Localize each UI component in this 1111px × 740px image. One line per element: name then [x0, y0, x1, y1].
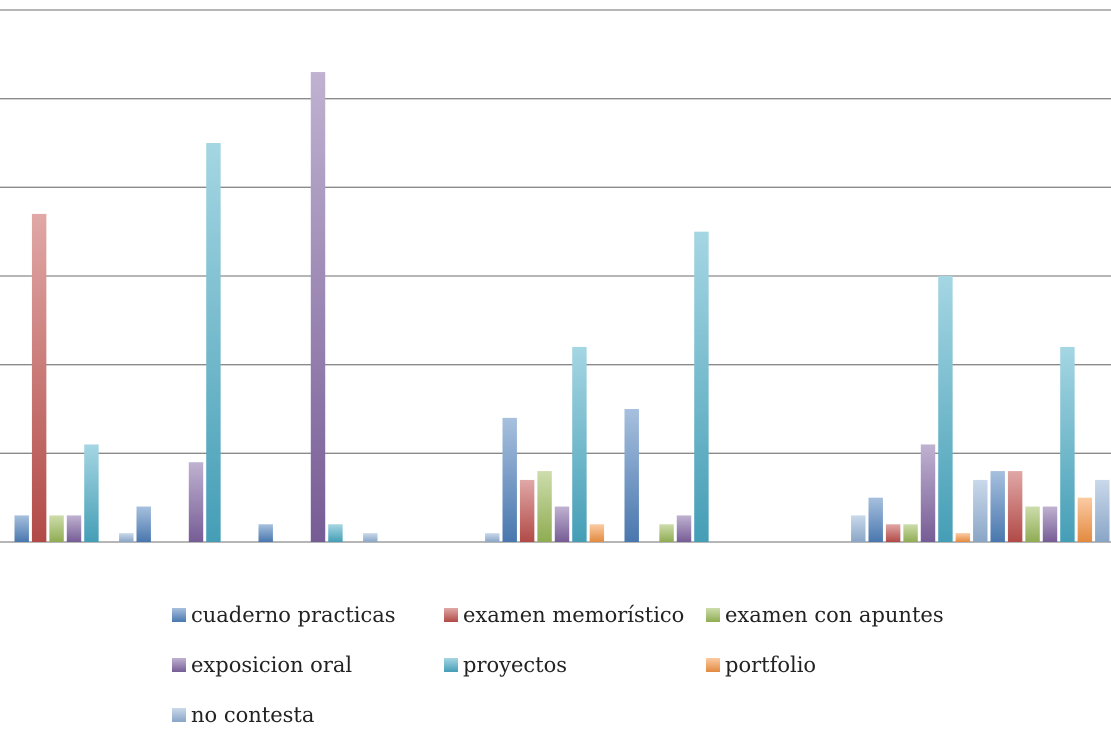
- bar-proyectos-group-8: [938, 276, 953, 542]
- bar-proyectos-group-6: [694, 231, 709, 543]
- bar-proyectos-group-5: [572, 346, 587, 542]
- bar-examen-con-apuntes-group-6: [659, 524, 674, 542]
- bar-no-contesta-group-7: [851, 515, 866, 542]
- legend-swatch-examen-con-apuntes: [706, 608, 720, 622]
- legend-item-cuaderno-practicas: cuaderno practicas: [172, 603, 444, 627]
- bar-exposicion-oral-group-9: [1042, 506, 1058, 542]
- bar-no-contesta-group-8: [973, 479, 988, 542]
- legend-label-examen-memoristico: examen memorístico: [463, 603, 685, 627]
- bars: [14, 72, 1110, 543]
- legend: cuaderno practicas examen memorístico ex…: [172, 590, 972, 740]
- bar-portfolio-group-8: [955, 533, 971, 542]
- bar-examen-con-apuntes-group-1: [49, 515, 64, 542]
- legend-item-no-contesta: no contesta: [172, 703, 314, 727]
- bar-exposicion-oral-group-8: [920, 444, 936, 542]
- bar-portfolio-group-5: [589, 524, 605, 542]
- legend-item-exposicion-oral: exposicion oral: [172, 653, 444, 677]
- legend-item-proyectos: proyectos: [444, 653, 706, 677]
- legend-item-examen-con-apuntes: examen con apuntes: [706, 603, 944, 627]
- bar-examen-memor-stico-group-9: [1007, 471, 1023, 542]
- bar-exposicion-oral-group-2: [188, 462, 204, 542]
- bar-cuaderno-practicas-group-3: [258, 524, 273, 542]
- legend-swatch-exposicion-oral: [172, 658, 186, 672]
- legend-item-examen-memoristico: examen memorístico: [444, 603, 706, 627]
- bar-no-contesta-group-9: [1095, 479, 1110, 542]
- bar-cuaderno-practicas-group-9: [990, 471, 1005, 542]
- bar-proyectos-group-1: [84, 444, 99, 542]
- bar-proyectos-group-3: [328, 524, 343, 542]
- bar-proyectos-group-9: [1060, 346, 1075, 542]
- legend-row-1: cuaderno practicas examen memorístico ex…: [172, 590, 972, 640]
- legend-swatch-no-contesta: [172, 708, 186, 722]
- bar-chart: [0, 9, 1111, 543]
- legend-label-no-contesta: no contesta: [191, 703, 315, 727]
- legend-row-3: no contesta: [172, 690, 972, 740]
- bar-no-contesta-group-4: [485, 533, 500, 542]
- bar-no-contesta-group-1: [119, 533, 134, 542]
- bar-examen-con-apuntes-group-9: [1025, 506, 1040, 542]
- legend-row-2: exposicion oral proyectos portfolio: [172, 640, 972, 690]
- bar-exposicion-oral-group-6: [676, 515, 692, 542]
- legend-label-cuaderno-practicas: cuaderno practicas: [191, 603, 396, 627]
- bar-cuaderno-practicas-group-8: [868, 497, 883, 542]
- legend-label-portfolio: portfolio: [725, 653, 817, 677]
- bar-proyectos-group-2: [206, 143, 221, 542]
- legend-swatch-cuaderno-practicas: [172, 608, 186, 622]
- bar-examen-con-apuntes-group-5: [537, 471, 552, 542]
- bar-cuaderno-practicas-group-2: [136, 506, 151, 542]
- bar-exposicion-oral-group-1: [66, 515, 82, 542]
- bar-examen-con-apuntes-group-8: [903, 524, 918, 542]
- bar-examen-memor-stico-group-8: [885, 524, 901, 542]
- bar-cuaderno-practicas-group-1: [14, 515, 29, 542]
- legend-swatch-proyectos: [444, 658, 458, 672]
- bar-cuaderno-practicas-group-6: [624, 409, 639, 542]
- bar-no-contesta-group-3: [363, 533, 378, 542]
- bar-cuaderno-practicas-group-5: [502, 417, 517, 542]
- legend-item-portfolio: portfolio: [706, 653, 816, 677]
- legend-label-exposicion-oral: exposicion oral: [191, 653, 353, 677]
- legend-swatch-portfolio: [706, 658, 720, 672]
- legend-label-examen-con-apuntes: examen con apuntes: [725, 603, 944, 627]
- bar-examen-memor-stico-group-1: [31, 213, 47, 542]
- bar-examen-memor-stico-group-5: [519, 479, 535, 542]
- bar-portfolio-group-9: [1077, 497, 1093, 542]
- legend-swatch-examen-memoristico: [444, 608, 458, 622]
- gridlines: [0, 9, 1111, 543]
- legend-label-proyectos: proyectos: [463, 653, 568, 677]
- bar-exposicion-oral-group-5: [554, 506, 570, 542]
- bar-exposicion-oral-group-3: [310, 72, 326, 542]
